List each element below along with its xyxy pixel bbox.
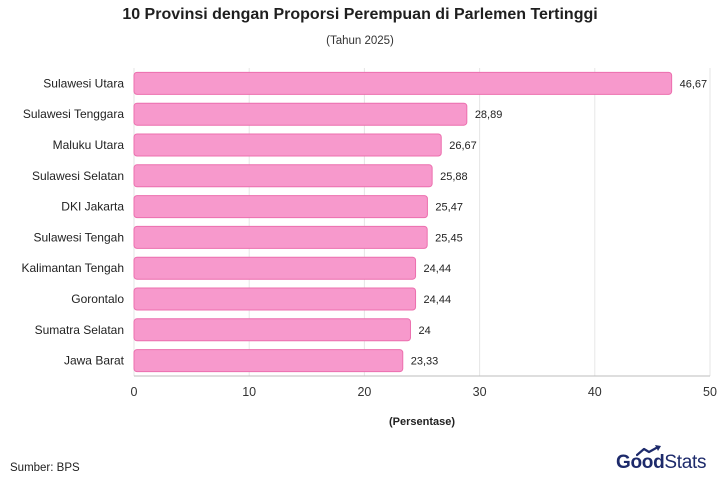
category-label: Sulawesi Tengah <box>33 230 124 244</box>
value-label: 24,44 <box>424 294 452 306</box>
category-label: Sulawesi Utara <box>43 76 124 90</box>
value-label: 25,45 <box>435 232 463 244</box>
category-label: Sulawesi Tenggara <box>23 107 125 121</box>
category-label: Maluku Utara <box>53 138 125 152</box>
value-label: 25,47 <box>435 202 463 214</box>
x-tick-label: 10 <box>242 385 256 399</box>
bar <box>133 225 428 249</box>
x-axis-title: (Persentase) <box>389 416 455 428</box>
value-label: 25,88 <box>440 171 468 183</box>
value-label: 24,44 <box>424 263 452 275</box>
bar <box>133 164 433 188</box>
bar <box>133 287 417 311</box>
bar <box>133 195 428 219</box>
x-tick-label: 40 <box>588 385 602 399</box>
category-label: Sulawesi Selatan <box>32 169 124 183</box>
source-note: Sumber: BPS <box>10 462 80 474</box>
labels: Sulawesi Utara 46,67 Sulawesi Tenggara 28,8… <box>21 76 707 367</box>
category-label: DKI Jakarta <box>61 200 124 214</box>
value-label: 24 <box>418 325 430 337</box>
bar <box>133 71 673 95</box>
value-label: 23,33 <box>411 356 439 368</box>
bar <box>133 133 442 157</box>
x-tick-label: 30 <box>473 385 487 399</box>
category-label: Jawa Barat <box>64 354 125 368</box>
x-tick-label: 50 <box>703 385 717 399</box>
logo-text-good: Good <box>616 452 665 473</box>
bar <box>133 256 417 280</box>
category-label: Kalimantan Tengah <box>21 261 124 275</box>
value-label: 26,67 <box>449 140 477 152</box>
bars <box>133 71 673 373</box>
value-label: 46,67 <box>680 78 708 90</box>
chart-subtitle: (Tahun 2025) <box>326 35 394 47</box>
bar <box>133 349 404 373</box>
value-label: 28,89 <box>475 109 503 121</box>
x-tick-label: 20 <box>357 385 371 399</box>
logo-text-stats: Stats <box>664 452 707 473</box>
bar <box>133 318 411 342</box>
goodstats-logo: GoodStats <box>616 445 707 474</box>
trend-arrow-icon <box>636 445 661 457</box>
category-label: Sumatra Selatan <box>35 323 124 337</box>
bar-chart: Sulawesi Utara 46,67 Sulawesi Tenggara 28,8… <box>21 68 717 428</box>
x-tick-label: 0 <box>131 385 138 399</box>
x-axis: 0 10 20 30 40 50 <box>131 385 717 399</box>
category-label: Gorontalo <box>71 292 124 306</box>
bar <box>133 102 468 126</box>
chart-title: 10 Provinsi dengan Proporsi Perempuan di… <box>122 6 598 23</box>
